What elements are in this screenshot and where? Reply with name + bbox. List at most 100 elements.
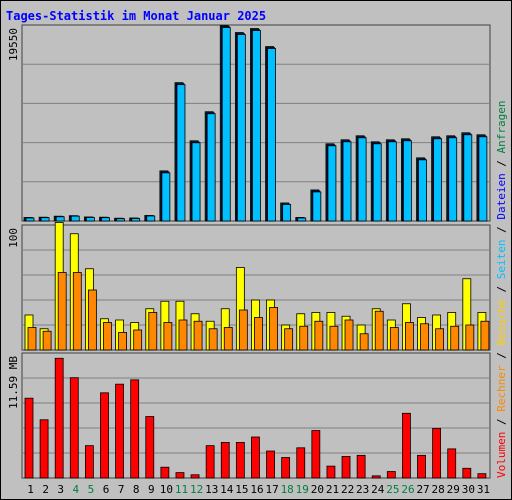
x-tick-label-12: 12	[190, 483, 203, 496]
bar-volumen-24	[371, 475, 381, 479]
x-tick-label-9: 9	[148, 483, 155, 496]
bar-volumen-8	[130, 379, 140, 479]
x-tick-label-6: 6	[103, 483, 110, 496]
bar-rechner-24	[374, 310, 384, 351]
x-tick-label-23: 23	[356, 483, 369, 496]
bar-rechner-27	[420, 323, 429, 351]
bar-rechner-28	[435, 328, 445, 351]
bar-seiten-10	[161, 172, 171, 222]
bar-volumen-31	[477, 473, 487, 479]
x-tick-label-19: 19	[296, 483, 309, 496]
bar-rechner-26	[405, 322, 414, 351]
legend-entry: /	[495, 153, 508, 173]
bar-rechner-13	[208, 328, 218, 351]
bar-rechner-4	[72, 272, 82, 351]
bar-rechner-6	[103, 322, 112, 351]
bar-seiten-27	[418, 159, 427, 222]
bar-seiten-21	[327, 145, 337, 222]
bar-volumen-29	[447, 448, 457, 479]
x-tick-label-14: 14	[220, 483, 234, 496]
y-axis-label-middle: 100	[7, 228, 20, 248]
bar-seiten-26	[403, 140, 412, 222]
legend-entry: Seiten	[495, 240, 508, 280]
x-tick-label-29: 29	[447, 483, 460, 496]
bar-volumen-28	[432, 427, 442, 479]
bar-volumen-16	[251, 436, 260, 479]
bar-volumen-13	[205, 445, 215, 479]
y-axis-label-bottom: 11.59 MB	[7, 356, 20, 409]
bar-seiten-16	[252, 30, 261, 222]
bar-seiten-31	[478, 136, 488, 222]
x-tick-label-1: 1	[27, 483, 34, 496]
legend-entry: Dateien	[495, 173, 508, 219]
x-tick-label-21: 21	[326, 483, 339, 496]
bar-rechner-12	[193, 320, 203, 351]
bar-seiten-13	[206, 113, 216, 222]
x-tick-label-17: 17	[265, 483, 278, 496]
bar-volumen-19	[296, 447, 306, 479]
bar-seiten-29	[448, 137, 458, 222]
x-tick-label-18: 18	[281, 483, 294, 496]
bar-rechner-30	[465, 324, 475, 351]
bar-seiten-5	[85, 217, 95, 222]
legend-entry: /	[495, 346, 508, 366]
bar-seiten-3	[55, 216, 65, 222]
bar-seiten-19	[297, 217, 307, 222]
bar-seiten-28	[433, 138, 443, 222]
legend: Volumen / Rechner / Besuche / Seiten / D…	[495, 100, 508, 478]
legend-entry: /	[495, 279, 508, 299]
bar-rechner-21	[329, 325, 339, 351]
x-tick-label-30: 30	[462, 483, 475, 496]
x-tick-label-4: 4	[73, 483, 80, 496]
legend-entry: Rechner	[495, 365, 508, 412]
bar-rechner-17	[269, 307, 278, 351]
bar-volumen-10	[160, 466, 170, 479]
bar-rechner-9	[148, 312, 158, 351]
legend-entry: Volumen	[495, 432, 508, 478]
bar-seiten-11	[176, 84, 186, 222]
bar-volumen-17	[266, 450, 275, 479]
x-tick-label-16: 16	[250, 483, 263, 496]
bar-rechner-14	[223, 327, 233, 351]
legend-entry: /	[495, 412, 508, 432]
bar-volumen-15	[235, 442, 245, 479]
x-tick-label-13: 13	[205, 483, 218, 496]
x-tick-label-28: 28	[432, 483, 445, 496]
bar-volumen-23	[356, 454, 366, 479]
bar-rechner-10	[163, 322, 173, 351]
bar-seiten-2	[40, 217, 50, 222]
bar-seiten-12	[191, 142, 201, 222]
bar-rechner-18	[284, 328, 294, 351]
bar-rechner-22	[344, 319, 354, 351]
x-tick-label-22: 22	[341, 483, 354, 496]
x-tick-label-5: 5	[88, 483, 95, 496]
legend-entry: Anfragen	[495, 100, 508, 153]
bar-seiten-9	[146, 215, 156, 222]
x-tick-label-27: 27	[416, 483, 429, 496]
bar-volumen-27	[417, 454, 426, 479]
bar-volumen-25	[386, 471, 396, 479]
x-tick-label-10: 10	[160, 483, 173, 496]
bar-seiten-30	[463, 134, 473, 222]
x-tick-label-31: 31	[477, 483, 490, 496]
bar-volumen-20	[311, 430, 321, 479]
bar-rechner-15	[238, 309, 248, 351]
bar-rechner-23	[359, 333, 369, 351]
y-axis-label-top: 19550	[7, 28, 20, 61]
bar-seiten-14	[221, 27, 231, 222]
bar-rechner-31	[480, 320, 490, 351]
bar-rechner-7	[118, 332, 127, 351]
bar-volumen-2	[39, 419, 49, 479]
bar-volumen-18	[281, 457, 291, 479]
x-tick-label-25: 25	[386, 483, 399, 496]
bar-volumen-6	[100, 392, 109, 479]
bar-seiten-17	[267, 48, 276, 222]
bar-seiten-4	[70, 215, 80, 222]
bar-rechner-2	[42, 330, 52, 351]
bar-volumen-11	[175, 472, 185, 479]
bar-volumen-7	[115, 383, 124, 479]
bar-rechner-19	[299, 325, 309, 351]
x-tick-label-11: 11	[175, 483, 188, 496]
x-tick-label-7: 7	[118, 483, 125, 496]
bar-seiten-7	[116, 218, 125, 222]
